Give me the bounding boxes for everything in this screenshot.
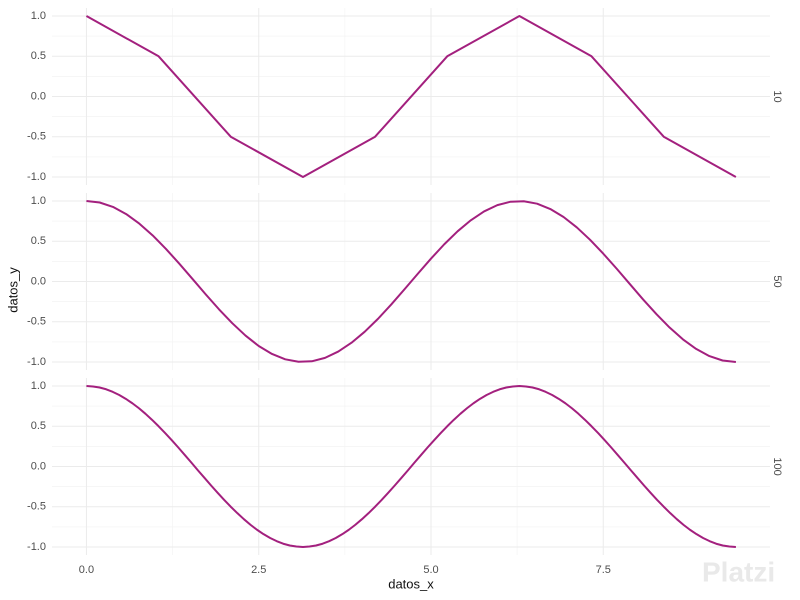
x-tick-label: 0.0 [79,564,94,576]
y-tick-label: 0.0 [31,90,46,102]
y-tick-label: -0.5 [27,131,46,143]
x-tick-label: 7.5 [596,564,611,576]
y-axis-title: datos_y [5,267,20,313]
y-tick-label: 1.0 [31,195,46,207]
y-tick-label: -1.0 [27,171,46,183]
facet-label: 100 [771,457,783,475]
data-line [85,15,737,178]
y-tick-label: 0.5 [31,235,46,247]
x-tick-label: 5.0 [423,564,438,576]
y-tick-label: 0.0 [31,275,46,287]
y-tick-label: 1.0 [31,10,46,22]
y-tick-label: 0.5 [31,420,46,432]
x-axis-title: datos_x [388,576,434,591]
y-tick-label: 0.5 [31,50,46,62]
y-tick-label: 1.0 [31,380,46,392]
y-tick-label: -0.5 [27,501,46,513]
y-tick-label: -1.0 [27,356,46,368]
data-line [86,385,736,548]
x-tick-label: 2.5 [251,564,266,576]
y-tick-label: -0.5 [27,316,46,328]
watermark: Platzi [702,556,775,587]
data-line [86,200,736,363]
y-tick-label: 0.0 [31,460,46,472]
facet-label: 50 [771,275,783,287]
y-tick-label: -1.0 [27,541,46,553]
facet-label: 10 [771,90,783,102]
